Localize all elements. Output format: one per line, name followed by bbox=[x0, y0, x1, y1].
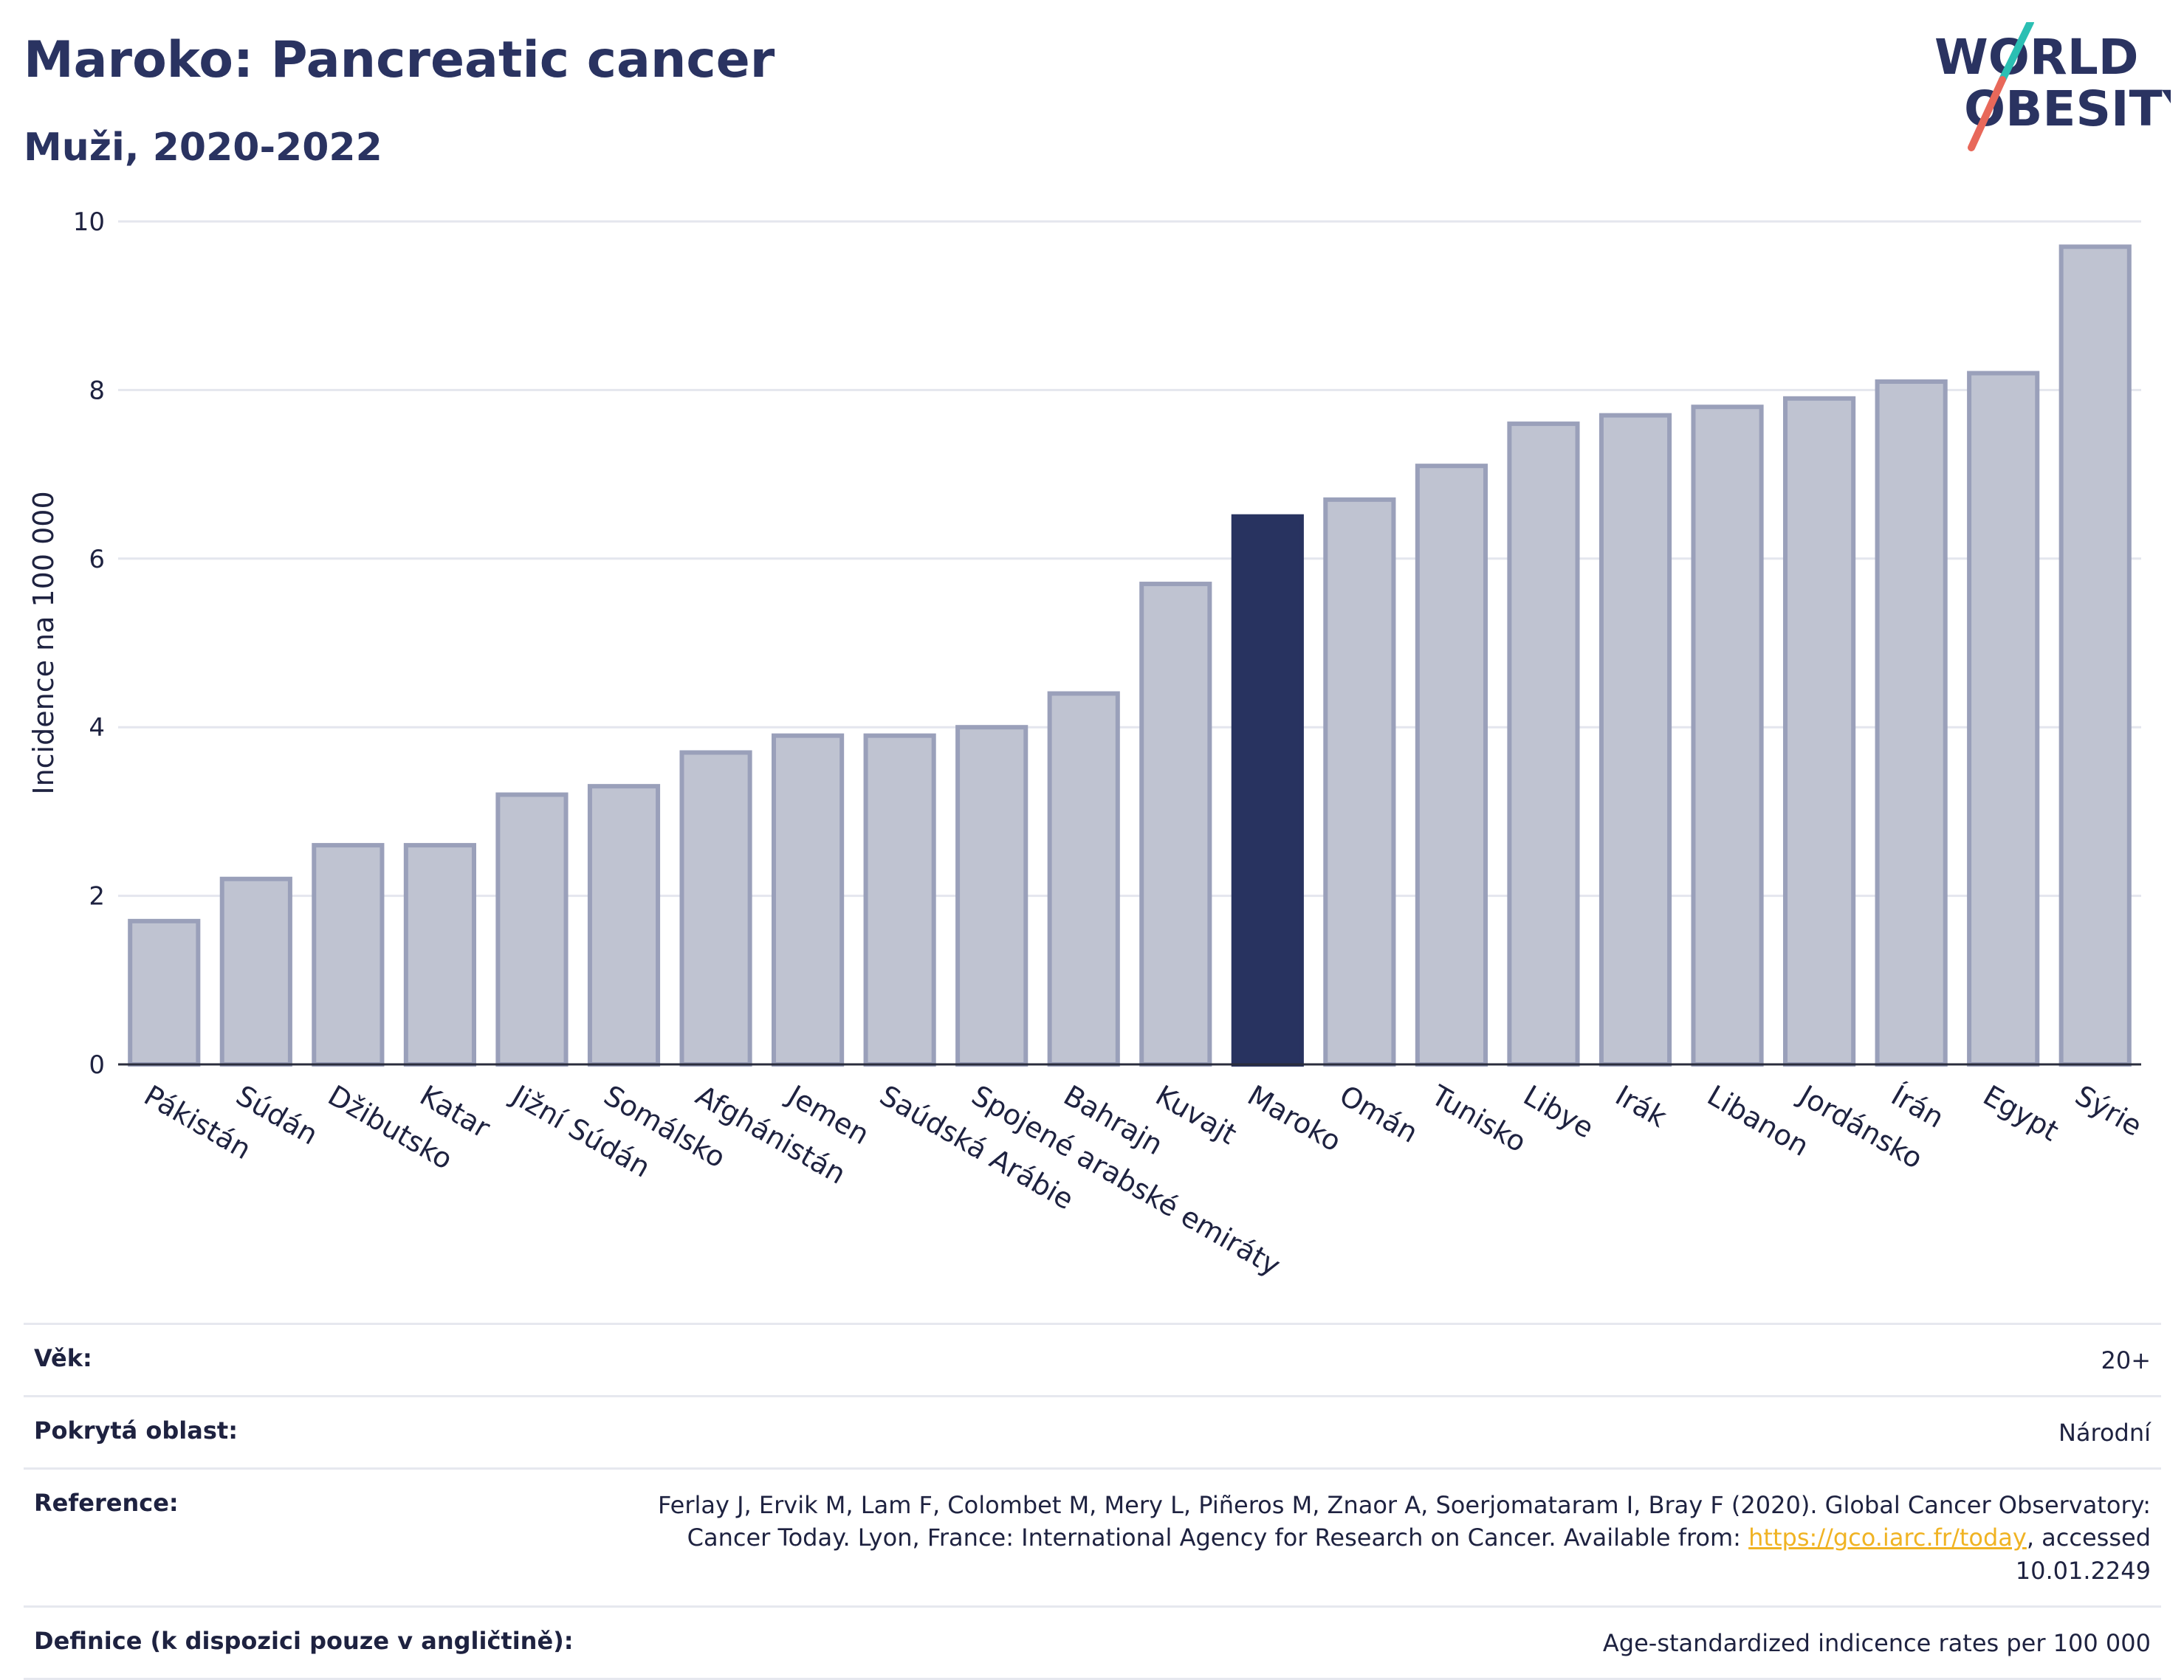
x-tick-label: Maroko bbox=[1242, 1079, 1347, 1158]
bar-11 bbox=[1139, 582, 1212, 1067]
bar-14 bbox=[1415, 464, 1488, 1067]
bar-2 bbox=[312, 843, 385, 1067]
x-tick-label: Sýrie bbox=[2070, 1079, 2147, 1143]
reference-label: Reference: bbox=[34, 1488, 179, 1517]
info-row-definition: Definice (k dispozici pouze v angličtině… bbox=[24, 1605, 2161, 1680]
logo-slash-teal-icon bbox=[1999, 22, 2034, 83]
reference-link[interactable]: https://gco.iarc.fr/today bbox=[1748, 1524, 2027, 1552]
y-tick-label: 6 bbox=[89, 545, 105, 574]
x-tick-label: Irák bbox=[1610, 1079, 1672, 1134]
x-tick-label: Libanon bbox=[1702, 1079, 1814, 1163]
bar-16 bbox=[1598, 413, 1672, 1067]
bar-0 bbox=[128, 918, 201, 1067]
chart-subtitle: Muži, 2020-2022 bbox=[24, 125, 382, 170]
bar-13 bbox=[1323, 497, 1396, 1067]
x-tick-label: Tunisko bbox=[1426, 1078, 1532, 1159]
y-tick-label: 4 bbox=[89, 713, 105, 743]
bar-1 bbox=[219, 876, 292, 1067]
y-tick-label: 2 bbox=[89, 882, 105, 912]
x-tick-label: Libye bbox=[1518, 1079, 1599, 1145]
logo-text-world: WORLD bbox=[1934, 29, 2139, 86]
chart-title: Maroko: Pancreatic cancer bbox=[24, 31, 775, 89]
bar-8 bbox=[863, 733, 936, 1067]
y-tick-label: 8 bbox=[89, 376, 105, 405]
age-value: 20+ bbox=[2101, 1346, 2151, 1374]
coverage-value: Národní bbox=[2058, 1418, 2151, 1447]
bar-21 bbox=[2058, 244, 2132, 1067]
info-row-reference: Reference: Ferlay J, Ervik M, Lam F, Col… bbox=[24, 1467, 2161, 1605]
y-tick-label: 10 bbox=[73, 207, 105, 237]
x-tick-label: Írán bbox=[1886, 1079, 1949, 1135]
bar-10 bbox=[1047, 691, 1120, 1067]
info-table: Věk: 20+ Pokrytá oblast: Národní Referen… bbox=[24, 1323, 2161, 1680]
reference-text: Ferlay J, Ervik M, Lam F, Colombet M, Me… bbox=[658, 1490, 2151, 1552]
info-row-coverage: Pokrytá oblast: Národní bbox=[24, 1394, 2161, 1467]
x-tick-label: Egypt bbox=[1978, 1079, 2064, 1148]
bar-18 bbox=[1783, 396, 1856, 1067]
definition-label: Definice (k dispozici pouze v angličtině… bbox=[34, 1626, 574, 1655]
bar-4 bbox=[495, 792, 569, 1067]
bar-15 bbox=[1507, 421, 1580, 1067]
reference-suffix: , accessed 10.01.2249 bbox=[2015, 1524, 2151, 1586]
bar-9 bbox=[955, 725, 1029, 1067]
world-obesity-logo: WORLD OBESITY bbox=[1934, 22, 2171, 151]
bar-17 bbox=[1691, 404, 1764, 1067]
definition-value: Age-standardized indicence rates per 100… bbox=[1602, 1628, 2151, 1657]
bar-12 bbox=[1231, 514, 1304, 1067]
bar-5 bbox=[587, 784, 661, 1067]
info-row-age: Věk: 20+ bbox=[24, 1323, 2161, 1395]
reference-value: Ferlay J, Ervik M, Lam F, Colombet M, Me… bbox=[586, 1489, 2151, 1588]
bar-19 bbox=[1875, 379, 1948, 1067]
bar-20 bbox=[1967, 371, 2040, 1067]
y-tick-label: 0 bbox=[89, 1050, 105, 1080]
bar-6 bbox=[679, 750, 752, 1067]
age-label: Věk: bbox=[34, 1344, 92, 1372]
coverage-label: Pokrytá oblast: bbox=[34, 1416, 238, 1445]
x-tick-label: Omán bbox=[1334, 1079, 1424, 1149]
logo-slash-coral-icon bbox=[1968, 76, 2006, 151]
y-axis-label: Incidence na 100 000 bbox=[27, 491, 60, 794]
bar-7 bbox=[772, 733, 845, 1067]
bar-3 bbox=[403, 843, 476, 1067]
